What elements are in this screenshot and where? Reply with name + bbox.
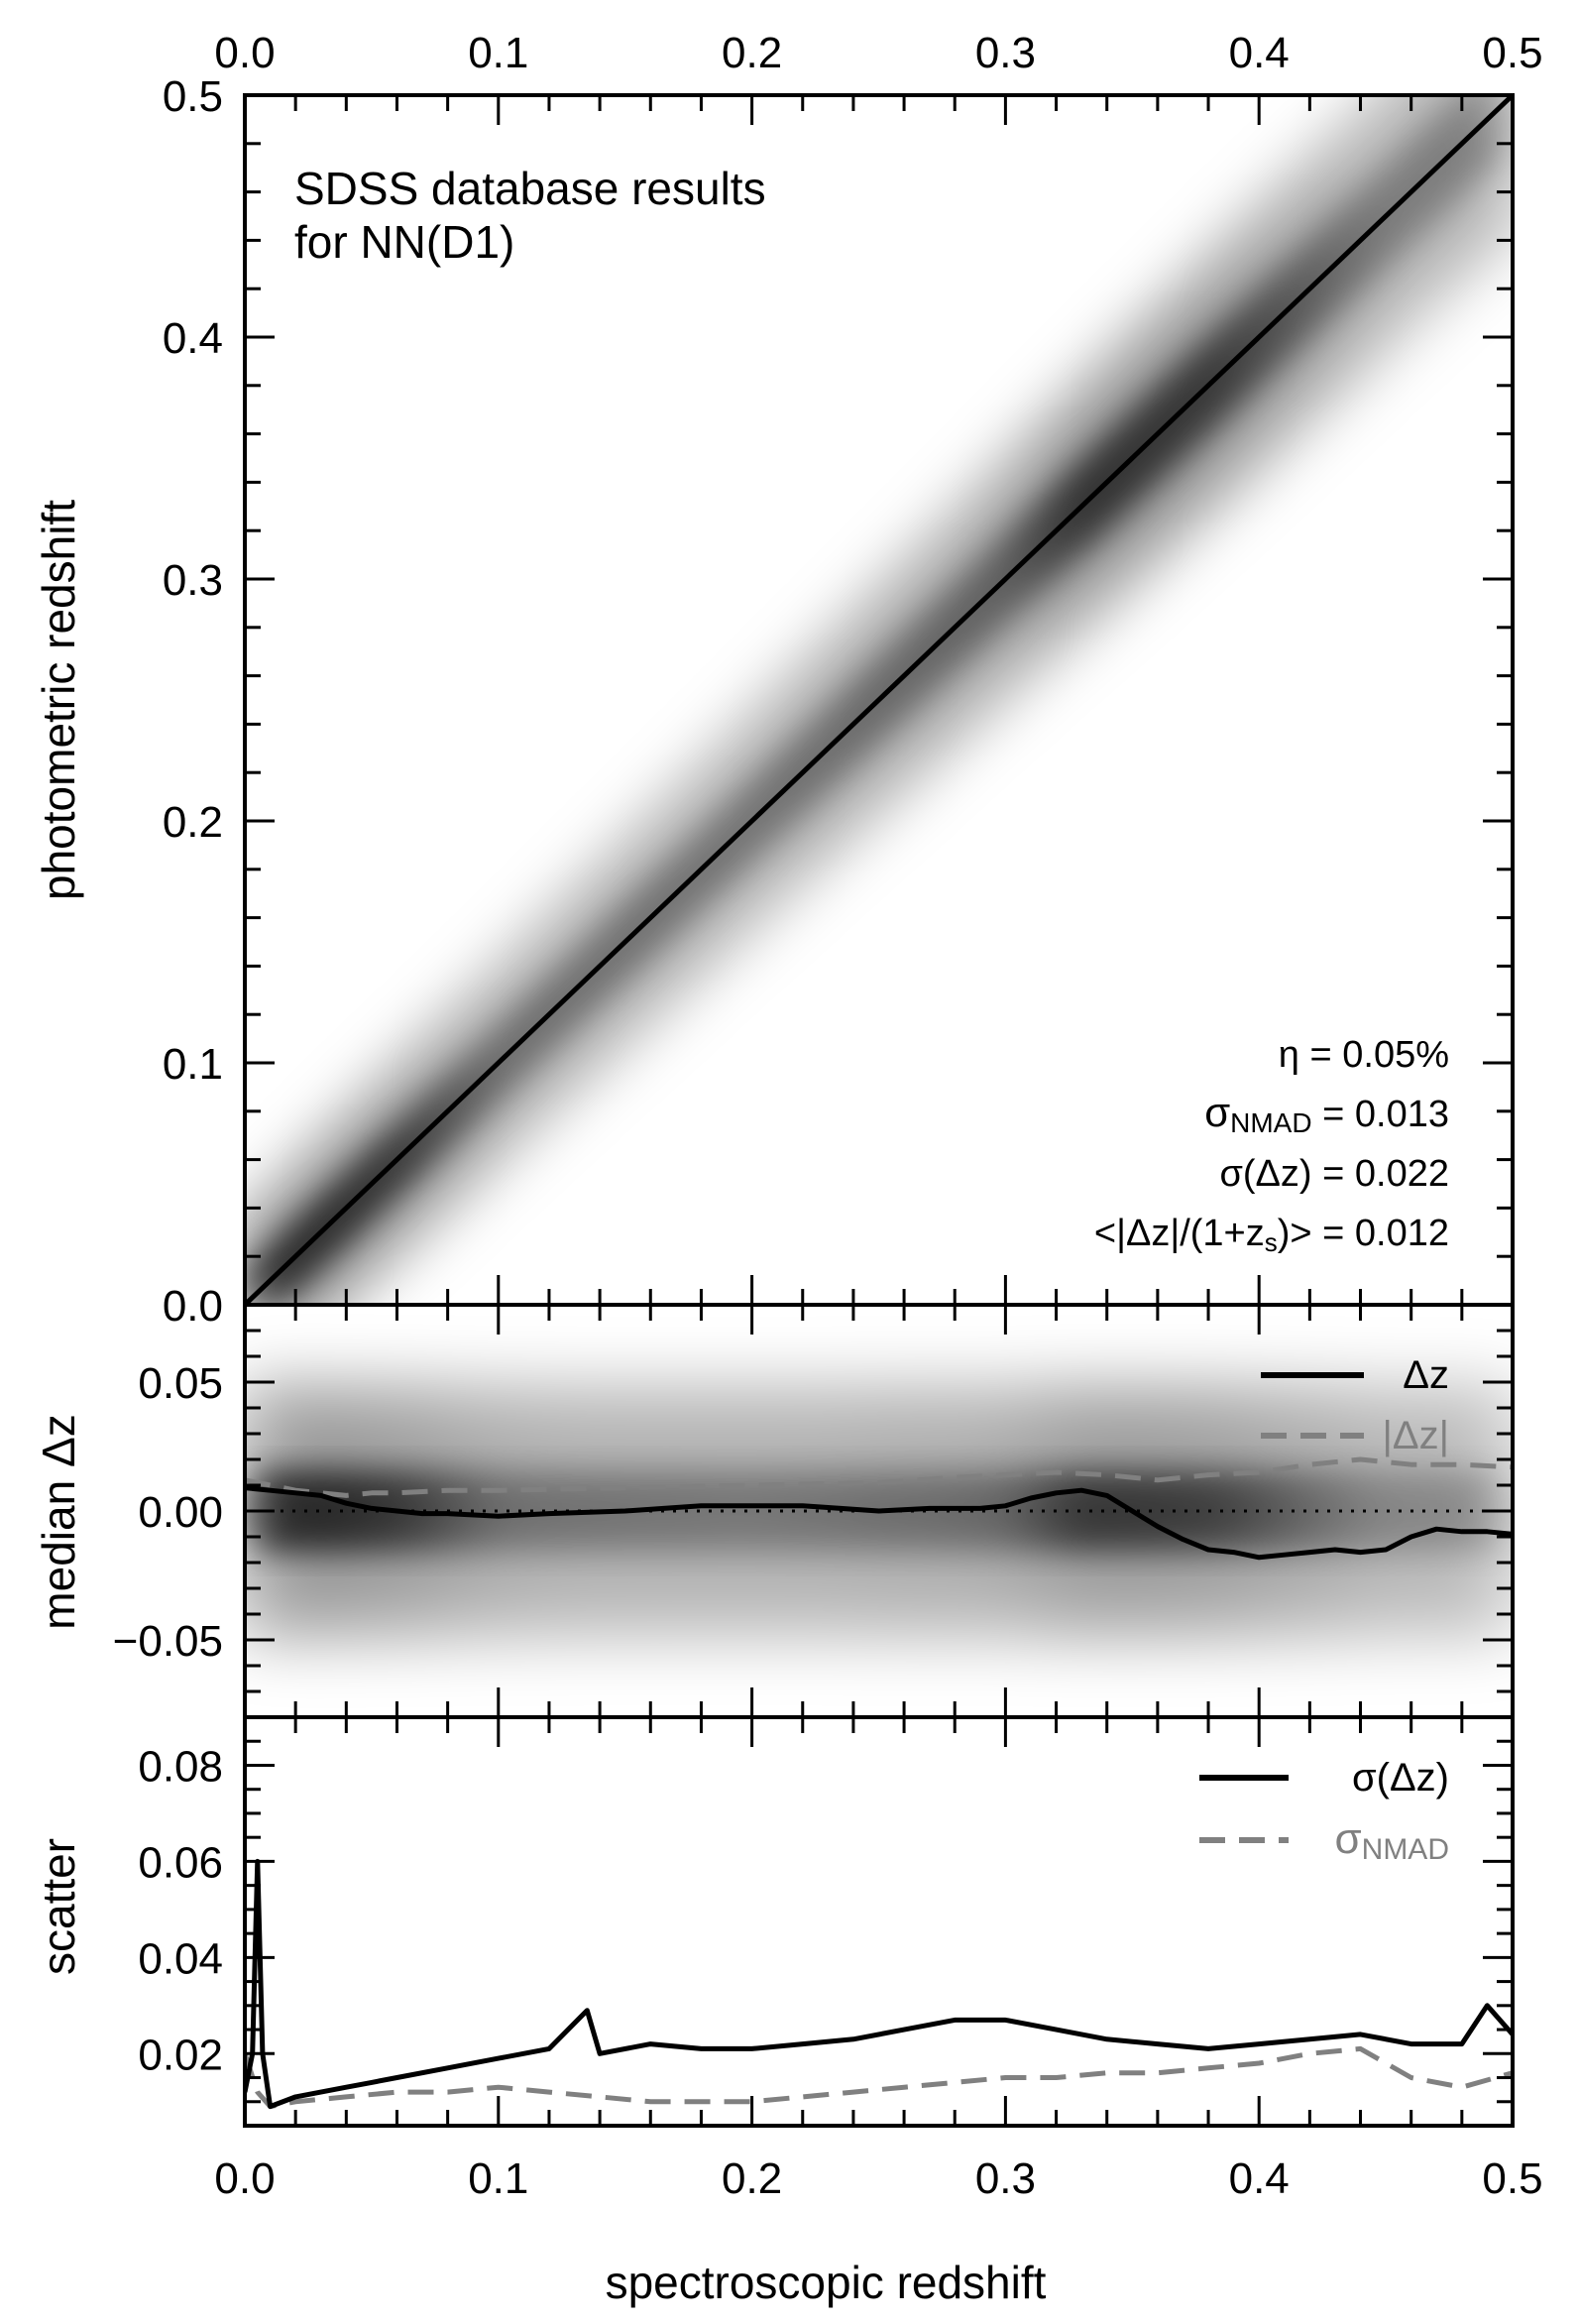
bottom-x-tick-label: 0.3: [975, 2154, 1036, 2203]
legend-median: Δz |Δz|: [1261, 1353, 1449, 1457]
stat-sigma-nmad: σNMAD = 0.013: [1204, 1089, 1449, 1138]
scatter-y-tick-label: 0.04: [138, 1934, 223, 1983]
y-axis-title-median: median Δz: [33, 1414, 84, 1629]
panel-annotation-line-1: SDSS database results: [294, 163, 766, 214]
top-x-tick-label: 0.4: [1229, 29, 1290, 77]
main-y-tick-label: 0.1: [163, 1040, 223, 1089]
scatter-series-1: [245, 2045, 1513, 2110]
legend-label-sigma-dz: σ(Δz): [1352, 1756, 1449, 1800]
scatter-y-tick-label: 0.06: [138, 1838, 223, 1887]
legend-label-sigma-nmad: σNMAD: [1335, 1814, 1450, 1866]
bottom-x-tick-label: 0.2: [722, 2154, 782, 2203]
median-y-tick-label: −0.05: [113, 1617, 223, 1666]
top-x-tick-label: 0.5: [1482, 29, 1542, 77]
scatter-frame: [243, 1715, 1515, 2128]
one-to-one-line: [243, 93, 1515, 1307]
scatter-y-tick-label: 0.02: [138, 2031, 223, 2079]
median-y-tick-label: 0.05: [138, 1359, 223, 1408]
main-y-tick-label: 0.4: [163, 314, 223, 363]
main-y-tick-label: 0.3: [163, 556, 223, 605]
top-x-tick-label: 0.3: [975, 29, 1036, 77]
median-series-1: [245, 1456, 1513, 1498]
legend-label-abs-dz: |Δz|: [1383, 1414, 1450, 1457]
main-y-tick-label: 0.5: [163, 72, 223, 121]
median-density-core: [245, 1464, 1513, 1558]
bottom-x-tick-label: 0.4: [1229, 2154, 1290, 2203]
main-y-tick-label: 0.0: [163, 1282, 223, 1331]
y-axis-title-main: photometric redshift: [33, 500, 84, 900]
data-lines: [243, 93, 1515, 2110]
bottom-x-tick-label: 0.5: [1482, 2154, 1542, 2203]
tick-labels: 0.0 0.1 0.2 0.3 0.4 0.50.0 0.1 0.2 0.3 0.4 0.50.00…: [113, 29, 1543, 2203]
density-heatmap: [245, 95, 1513, 1653]
median-series-0: [245, 1485, 1513, 1561]
y-axis-title-scatter: scatter: [33, 1838, 84, 1975]
scatter-series-0: [245, 1858, 1513, 2110]
top-x-tick-label: 0.2: [722, 29, 782, 77]
median-y-tick-label: 0.00: [138, 1488, 223, 1537]
panel-annotation-line-2: for NN(D1): [294, 216, 514, 268]
legend-label-dz: Δz: [1403, 1353, 1449, 1397]
density-blob: [1457, 95, 1513, 173]
legend-scatter: σ(Δz) σNMAD: [1199, 1756, 1449, 1866]
axes: [243, 93, 1515, 2128]
stat-eta: η = 0.05%: [1279, 1034, 1449, 1076]
top-x-tick-label: 0.0: [214, 29, 275, 77]
main-y-tick-label: 0.2: [163, 798, 223, 847]
stat-sigma-dz: σ(Δz) = 0.022: [1219, 1153, 1449, 1195]
bottom-x-tick-label: 0.0: [214, 2154, 275, 2203]
scatter-y-tick-label: 0.08: [138, 1742, 223, 1791]
stat-mean-abs-dz: <|Δz|/(1+zs)> = 0.012: [1094, 1213, 1449, 1257]
median-density: [245, 1369, 1513, 1653]
x-axis-title: spectroscopic redshift: [606, 2257, 1047, 2308]
top-x-tick-label: 0.1: [468, 29, 528, 77]
bottom-x-tick-label: 0.1: [468, 2154, 528, 2203]
